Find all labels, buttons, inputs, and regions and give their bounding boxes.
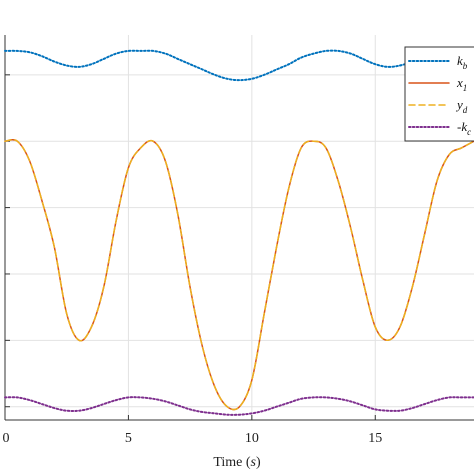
x-axis-label-open: ( [246,455,251,470]
x-tick-label: 5 [125,431,132,446]
x-tick-label: 0 [3,431,10,446]
series-line--k_c [4,396,474,416]
x-axis-label-close: ) [256,455,261,470]
x-axis-unit: s [251,455,257,470]
legend-label-x_1: x1 [456,75,467,93]
x-axis-label-text: Time [213,455,242,470]
axes [4,35,474,421]
legend-label--k_c: -kc [457,119,471,137]
x-tick-label: 15 [368,431,382,446]
plot-area [5,35,474,420]
x-tick-labels: 0 5 10 15 [3,431,383,446]
legend-label-y_d: yd [455,97,468,115]
series-group [4,49,474,416]
x-tick-label: 10 [245,431,259,446]
legend-box [404,46,474,142]
series-line-k_b [4,49,474,82]
x-axis-label: Time (s) [213,455,261,470]
legend: kb x1 yd -kc [404,46,474,142]
legend-label-k_b: kb [457,53,468,71]
series-line-y_d [4,139,474,411]
